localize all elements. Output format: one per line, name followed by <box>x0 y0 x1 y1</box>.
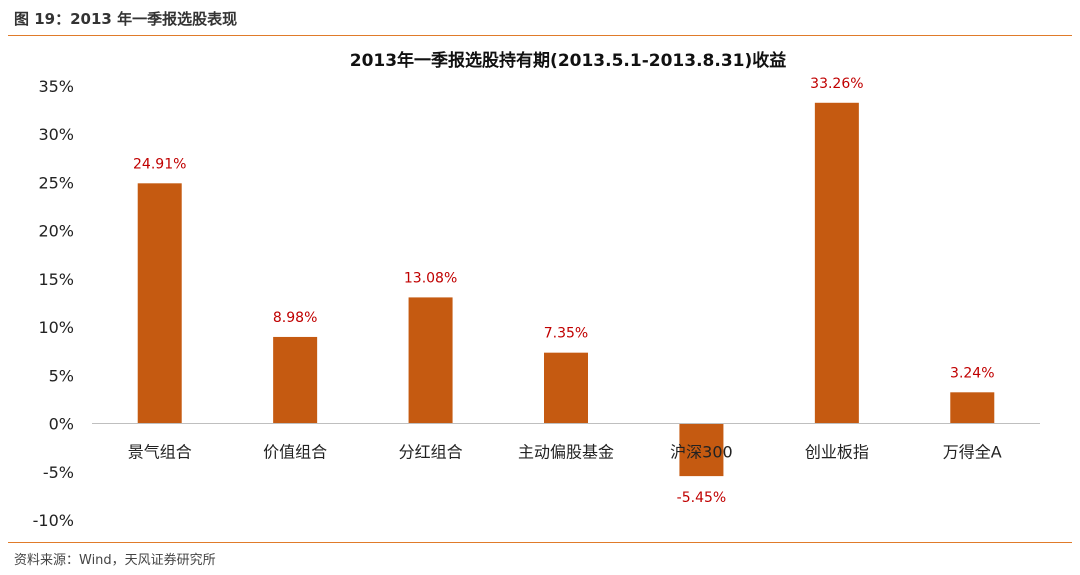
data-label: 7.35% <box>544 326 588 342</box>
bar <box>544 352 588 424</box>
category-label: 价值组合 <box>263 443 327 462</box>
y-tick-label: 5% <box>49 366 74 385</box>
y-tick-label: -5% <box>43 463 74 482</box>
data-label: 24.91% <box>133 156 186 172</box>
y-tick-label: 25% <box>38 173 74 192</box>
data-label: 8.98% <box>273 310 317 326</box>
data-label: 3.24% <box>950 365 994 381</box>
category-label: 沪深300 <box>670 443 733 462</box>
y-tick-label: 15% <box>38 270 74 289</box>
y-axis: -10% -5% 0% 5% 10% 15% 20% 25% 30% 35% <box>33 77 74 530</box>
category-label: 景气组合 <box>128 443 192 462</box>
bar <box>408 297 453 424</box>
y-tick-label: 10% <box>38 318 74 337</box>
bar <box>814 102 859 424</box>
data-label: -5.45% <box>677 490 727 506</box>
category-labels: 景气组合 价值组合 分红组合 主动偏股基金 沪深300 创业板指 万得全A <box>128 443 1002 462</box>
footer-rule <box>8 542 1072 543</box>
source-note: 资料来源：Wind，天风证券研究所 <box>14 553 216 568</box>
header-rule <box>8 35 1072 36</box>
data-label: 33.26% <box>810 76 863 92</box>
bars <box>137 102 995 477</box>
y-tick-label: -10% <box>33 511 74 530</box>
bar <box>679 423 724 477</box>
bar <box>273 336 318 424</box>
y-tick-label: 0% <box>49 415 74 434</box>
category-label: 万得全A <box>943 443 1002 462</box>
y-tick-label: 20% <box>38 222 74 241</box>
chart-title: 2013年一季报选股持有期(2013.5.1-2013.8.31)收益 <box>350 50 787 71</box>
bar <box>137 183 182 424</box>
figure-header: 图 19：2013 年一季报选股表现 <box>14 10 238 28</box>
y-tick-label: 35% <box>38 77 74 96</box>
bar <box>950 392 995 424</box>
data-label: 13.08% <box>404 270 457 286</box>
category-label: 创业板指 <box>805 443 869 462</box>
category-label: 主动偏股基金 <box>518 443 614 462</box>
bar-chart: 2013年一季报选股持有期(2013.5.1-2013.8.31)收益 -10%… <box>33 50 1040 530</box>
y-tick-label: 30% <box>38 125 74 144</box>
category-label: 分红组合 <box>399 443 463 462</box>
data-labels: 24.91% 8.98% 13.08% 7.35% -5.45% 33.26% 3.24% <box>133 76 995 506</box>
